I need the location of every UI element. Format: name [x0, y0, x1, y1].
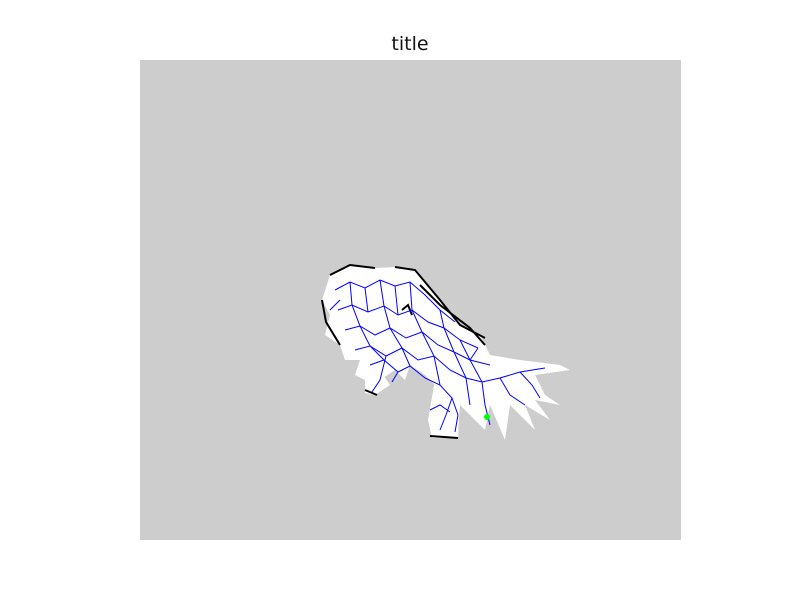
roadmap-graph	[329, 279, 546, 433]
obstacle-wall-bottom	[429, 435, 459, 439]
obstacle-wall-left	[321, 299, 341, 346]
occupancy-map	[321, 263, 570, 440]
free-space-branch-left	[365, 370, 390, 395]
obstacle-wall-top-right	[394, 266, 486, 339]
robot-position-marker	[484, 414, 490, 420]
free-space	[322, 265, 570, 440]
plot-title: title	[391, 33, 429, 55]
obstacle-wall-inner	[401, 303, 413, 316]
obstacle-wall-diagonal	[419, 284, 486, 346]
free-space-branch-lower	[428, 375, 460, 438]
map-plot-area	[140, 60, 681, 540]
obstacle-wall-lower-left	[364, 389, 378, 396]
free-space-main	[322, 265, 570, 440]
obstacle-wall-top	[329, 263, 376, 276]
obstacles	[321, 263, 486, 439]
